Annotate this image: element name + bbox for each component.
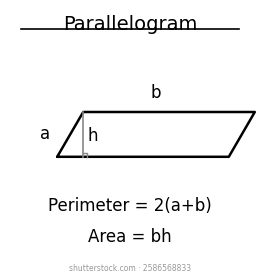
Text: h: h (87, 127, 98, 145)
Text: b: b (151, 84, 161, 102)
Text: shutterstock.com · 2586568833: shutterstock.com · 2586568833 (69, 264, 191, 273)
Text: Parallelogram: Parallelogram (63, 15, 197, 34)
Text: Perimeter = 2(a+b): Perimeter = 2(a+b) (48, 197, 212, 215)
Text: a: a (41, 125, 50, 143)
Text: Area = bh: Area = bh (88, 228, 172, 246)
